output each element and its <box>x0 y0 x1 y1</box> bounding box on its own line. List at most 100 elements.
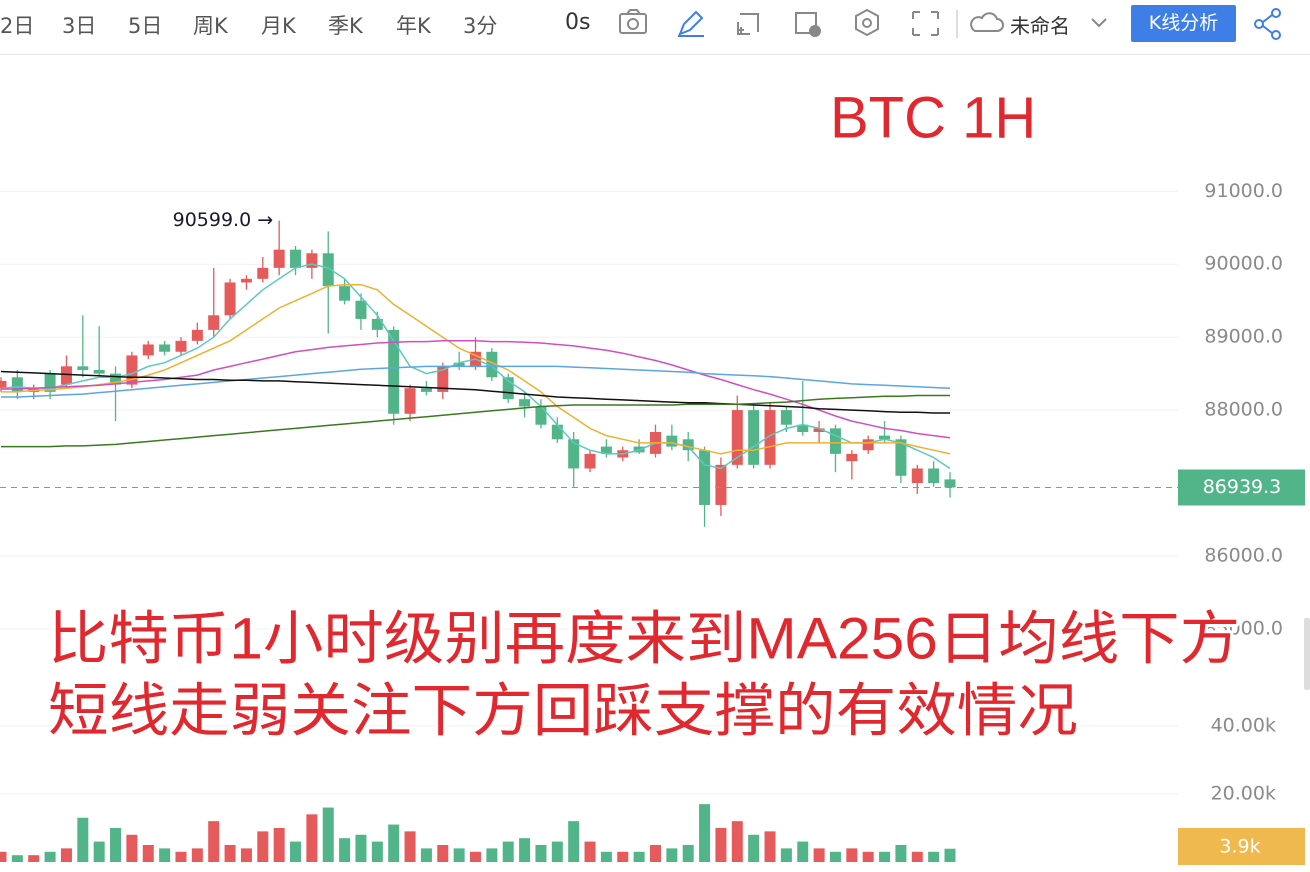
volume-bar <box>502 841 514 862</box>
volume-bar <box>159 848 171 862</box>
candle-body <box>584 453 596 469</box>
volume-bar <box>126 834 138 862</box>
period-button[interactable]: 5日 <box>128 14 163 38</box>
candle-body <box>486 351 498 378</box>
screenshot-icon[interactable] <box>737 13 759 35</box>
share-icon[interactable] <box>1254 8 1281 40</box>
volume-bar <box>797 841 809 862</box>
candle-body <box>404 388 416 414</box>
volume-bar <box>568 821 580 862</box>
volume-bar <box>699 804 711 862</box>
candle-body <box>813 428 825 432</box>
last-price-label: 86939.3 <box>1203 476 1282 498</box>
toolbar-icons <box>619 8 1281 40</box>
candle-body <box>797 424 809 432</box>
scroll-handle[interactable] <box>1304 618 1310 690</box>
y-tick-label: 20.00k <box>1211 782 1276 804</box>
candle-body <box>208 315 220 330</box>
period-button[interactable]: 周K <box>193 14 228 38</box>
candle-body <box>306 253 318 268</box>
volume-bar <box>290 841 302 862</box>
volume-bar <box>404 831 416 862</box>
candle-body <box>731 410 743 465</box>
period-button[interactable]: 月K <box>261 14 296 38</box>
period-button[interactable]: 季K <box>328 14 363 38</box>
candle-body <box>388 329 400 414</box>
candle-body <box>11 377 23 392</box>
candle-body <box>322 253 334 287</box>
candle-body <box>77 366 89 370</box>
candle-body <box>93 370 105 374</box>
candle-body <box>568 439 580 469</box>
dropdown-icon[interactable] <box>1091 18 1107 28</box>
volume-bar <box>829 851 841 862</box>
settings-icon[interactable] <box>855 8 879 37</box>
chart: 85000.0 86000.0 88000.0 89000.0 90000.0 91000… <box>0 82 1310 865</box>
candle-body <box>437 366 449 392</box>
volume-bar <box>142 844 154 862</box>
volume-bar <box>748 834 760 862</box>
annotation: 短线走弱关注下方回踩支撑的有效情况 <box>48 678 1078 743</box>
candle-body <box>257 267 269 279</box>
candle-body <box>240 278 252 283</box>
period-button[interactable]: 3日 <box>62 14 97 38</box>
candle-body <box>895 439 907 476</box>
candle-body <box>224 282 236 316</box>
candle-body <box>191 329 203 341</box>
candle-body <box>519 399 531 407</box>
volume-bar <box>388 824 400 862</box>
volume-bar <box>306 814 318 862</box>
volume-bar <box>519 838 531 862</box>
volume-bar <box>764 831 776 862</box>
candle-body <box>829 428 841 454</box>
timer[interactable]: 0s <box>565 10 591 35</box>
volume-bar <box>453 848 465 862</box>
volume-bar <box>208 821 220 862</box>
volume-bar <box>273 827 285 862</box>
last-volume-label: 3.9k <box>1219 836 1260 858</box>
volume-bar <box>224 844 236 862</box>
period-button[interactable]: 年K <box>396 14 431 38</box>
volume-bar <box>617 851 629 862</box>
stats-icon[interactable] <box>795 12 821 37</box>
camera-icon[interactable] <box>619 9 647 34</box>
volume-bar <box>486 848 498 862</box>
candle-body <box>339 286 351 301</box>
volume-bar <box>715 827 727 862</box>
candle-body <box>780 410 792 425</box>
candle-body <box>699 450 711 505</box>
volume-bar <box>437 844 449 862</box>
volume-bar <box>257 831 269 862</box>
volume-bar <box>551 841 563 862</box>
volume-bar <box>191 848 203 862</box>
moving-average-line <box>1 283 951 455</box>
period-button[interactable]: 2日 <box>0 14 35 38</box>
candle-body <box>764 410 776 465</box>
y-tick-label: 40.00k <box>1211 714 1276 736</box>
volume-bar <box>600 851 612 862</box>
draw-icon[interactable] <box>678 10 704 37</box>
volume-bar <box>879 851 891 862</box>
period-button[interactable]: 3分 <box>463 14 498 38</box>
volume-bar <box>470 851 481 862</box>
volume-bar <box>371 841 383 862</box>
candle-body <box>502 377 514 400</box>
chart-name[interactable]: 未命名 <box>1010 14 1070 38</box>
candle-body <box>0 380 7 389</box>
cloud-icon[interactable] <box>970 12 1004 32</box>
volume-bar <box>355 834 367 862</box>
volume-bar <box>649 844 661 862</box>
candle-body <box>862 439 874 451</box>
last-price-box <box>1178 469 1305 506</box>
volume-bar <box>928 851 940 862</box>
candle-body <box>290 249 302 268</box>
y-tick-label: 90000.0 <box>1204 253 1283 275</box>
annotation: 比特币1小时级别再度来到MA256日均线下方 <box>48 606 1240 671</box>
fullscreen-icon[interactable] <box>912 11 939 36</box>
analysis-button[interactable]: K线分析 <box>1131 5 1236 42</box>
candle-body <box>911 468 923 484</box>
last-volume-box <box>1178 828 1305 865</box>
volume-bar <box>240 848 252 862</box>
volume-bar <box>944 848 956 862</box>
